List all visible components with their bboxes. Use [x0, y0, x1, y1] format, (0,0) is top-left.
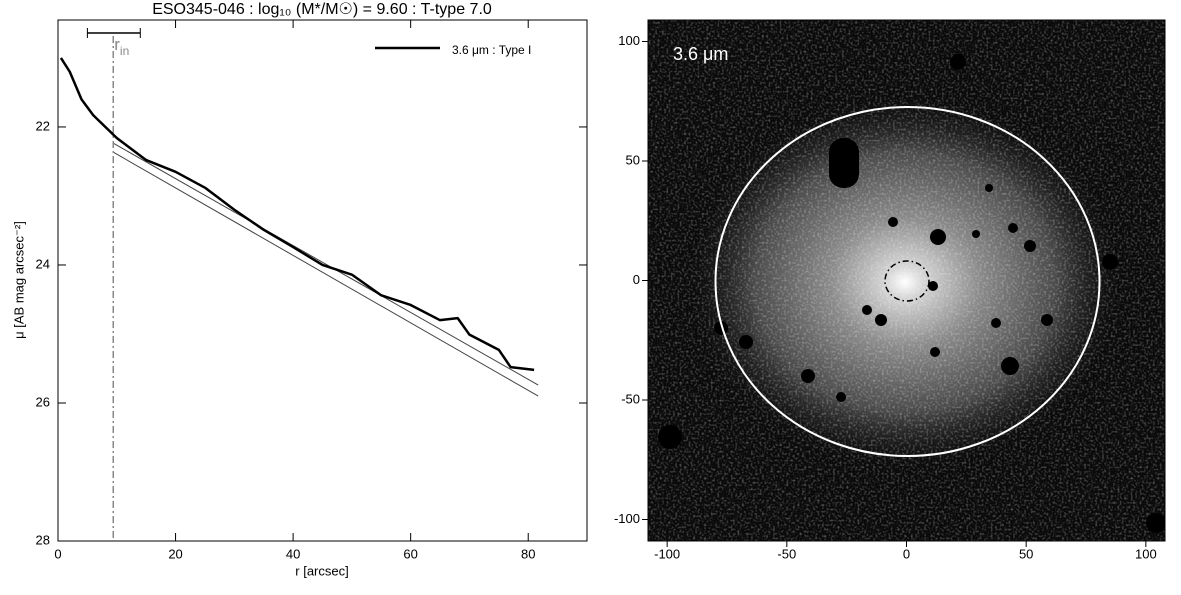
mask	[1146, 513, 1165, 533]
mask	[930, 229, 946, 245]
image-noise	[648, 20, 1165, 541]
mask	[928, 281, 938, 291]
band-label: 3.6 μm	[673, 44, 728, 64]
x-tick-label: 0	[54, 546, 61, 561]
y-tick-label: 0	[633, 272, 640, 287]
mask	[862, 305, 872, 315]
mask	[950, 54, 966, 70]
x-tick-label: 100	[1135, 546, 1157, 561]
y-tick-label: 100	[618, 33, 640, 48]
x-tick-label: 80	[521, 546, 535, 561]
image-panel: 3.6 μm -100 -50 0 50 100 -100 -50 0 50 100	[614, 19, 1166, 561]
x-tick-label: 20	[168, 546, 182, 561]
y-tick-label: -50	[621, 391, 640, 406]
x-tick-label: -100	[654, 546, 680, 561]
mask	[985, 184, 993, 192]
y-tick-label: 24	[36, 256, 50, 271]
fit-line	[112, 142, 539, 386]
r-in-label: rin	[114, 35, 129, 58]
chart-title: ESO345-046 : log₁₀ (M*/M☉) = 9.60 : T-ty…	[152, 1, 492, 18]
mask	[658, 425, 682, 449]
outer-ellipse	[714, 106, 1101, 457]
galaxy-image	[648, 20, 1165, 541]
mask	[1041, 314, 1053, 326]
mask	[888, 217, 898, 227]
y-tick-label: 50	[626, 152, 640, 167]
x-tick-label: 60	[403, 546, 417, 561]
profile-panel: ESO345-046 : log₁₀ (M*/M☉) = 9.60 : T-ty…	[11, 1, 588, 578]
mask	[1102, 254, 1118, 270]
mask	[930, 347, 940, 357]
r-in-subscript: in	[120, 44, 129, 58]
mask	[1024, 240, 1036, 252]
mask	[836, 392, 846, 402]
mask	[991, 318, 1001, 328]
y-axis-label: μ [AB mag arcsec⁻²]	[11, 221, 26, 339]
plot-frame	[57, 19, 588, 542]
profile-line	[59, 57, 535, 372]
x-tick-label: 0	[903, 546, 910, 561]
y-tick-label: -100	[614, 511, 640, 526]
y-tick-label: 28	[36, 532, 50, 547]
mask	[739, 335, 753, 349]
mask	[972, 230, 980, 238]
x-tick-label: 50	[1019, 546, 1033, 561]
fit-line	[112, 151, 539, 397]
r-in-text: r	[114, 35, 120, 54]
y-tick-label: 22	[36, 118, 50, 133]
x-tick-label: -50	[777, 546, 796, 561]
x-tick-label: 40	[286, 546, 300, 561]
inner-ellipse	[884, 260, 930, 302]
legend-label: 3.6 μm : Type I	[452, 43, 531, 57]
mask	[829, 138, 859, 188]
mask	[875, 314, 887, 326]
mask	[1001, 357, 1019, 375]
y-tick-label: 26	[36, 394, 50, 409]
x-axis-label: r [arcsec]	[295, 563, 348, 578]
mask	[801, 369, 815, 383]
mask	[1008, 223, 1018, 233]
